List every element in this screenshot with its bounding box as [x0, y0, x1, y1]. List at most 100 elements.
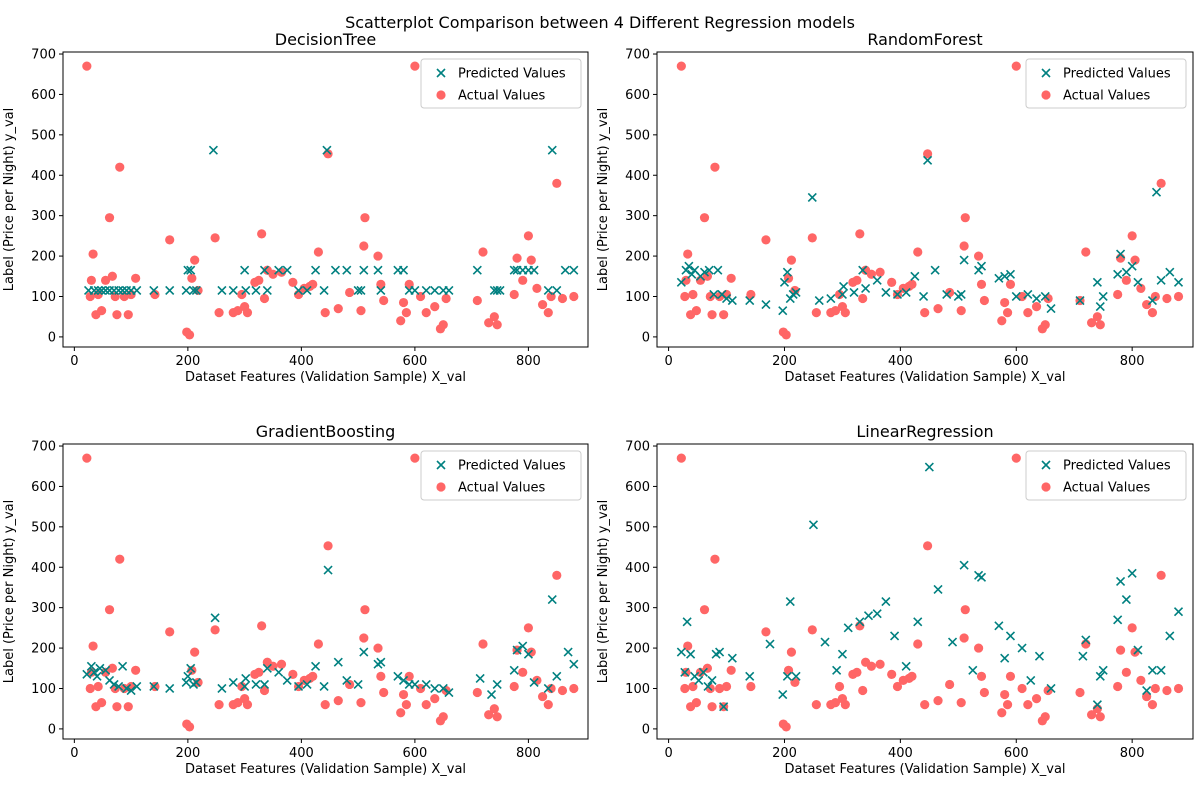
actual-point: [257, 229, 267, 239]
predicted-point: [933, 584, 943, 595]
legend-marker-predicted: [1041, 68, 1051, 78]
predicted-point: [118, 285, 128, 295]
predicted-point: [342, 265, 352, 275]
actual-point: [1130, 255, 1140, 265]
actual-point: [190, 255, 200, 265]
predicted-point: [719, 702, 729, 712]
actual-point: [1142, 691, 1152, 702]
predicted-point: [994, 273, 1004, 283]
figure-title: Scatterplot Comparison between 4 Differe…: [345, 13, 855, 32]
data-marks: [676, 61, 1184, 340]
data-marks: [676, 453, 1184, 732]
actual-point: [1136, 283, 1146, 294]
actual-point: [438, 712, 448, 722]
predicted-point: [947, 637, 958, 647]
predicted-point: [778, 689, 788, 700]
predicted-point: [492, 285, 502, 295]
y-tick-label: 100: [31, 290, 56, 305]
legend: Predicted Values Actual Values: [1025, 450, 1187, 501]
actual-point: [345, 287, 355, 298]
actual-point: [492, 320, 502, 330]
actual-point: [288, 277, 298, 287]
predicted-point: [240, 265, 250, 275]
actual-point: [960, 605, 970, 615]
predicted-point: [274, 667, 284, 677]
data-marks: [82, 453, 579, 732]
predicted-point: [114, 285, 124, 295]
predicted-point: [1098, 291, 1108, 302]
predicted-point: [1147, 665, 1158, 675]
y-tick-label: 100: [625, 290, 650, 305]
x-tick-label: 800: [1120, 746, 1145, 761]
x-tick-label: 600: [1004, 746, 1029, 761]
predicted-point: [959, 255, 969, 265]
predicted-point: [721, 293, 732, 304]
actual-point: [356, 306, 366, 316]
predicted-point: [1147, 295, 1158, 306]
predicted-point: [444, 687, 454, 698]
predicted-point: [1127, 261, 1137, 271]
predicted-point: [923, 155, 933, 165]
actual-point: [1002, 308, 1013, 318]
predicted-point: [682, 617, 692, 627]
actual-point: [131, 273, 141, 283]
predicted-point: [421, 679, 431, 690]
predicted-point: [353, 679, 363, 690]
predicted-point: [323, 565, 333, 575]
actual-point: [683, 249, 693, 259]
actual-point: [1040, 712, 1050, 722]
predicted-point: [681, 265, 691, 275]
predicted-point: [1017, 643, 1027, 653]
y-tick-label: 300: [31, 601, 56, 616]
y-tick-label: 0: [642, 722, 650, 737]
predicted-point: [241, 673, 251, 683]
actual-point: [233, 306, 243, 316]
predicted-point: [552, 671, 562, 681]
actual-point: [107, 271, 117, 281]
predicted-point: [1078, 651, 1088, 661]
predicted-point: [259, 679, 270, 690]
x-axis-label: Dataset Features (Validation Sample) X_v…: [784, 370, 1065, 385]
actual-point: [933, 696, 943, 706]
predicted-point: [89, 667, 99, 677]
actual-point: [86, 667, 96, 677]
actual-point: [131, 665, 141, 675]
predicted-point: [563, 647, 573, 657]
predicted-point: [814, 295, 824, 306]
predicted-point: [807, 192, 817, 203]
predicted-point: [976, 572, 987, 582]
predicted-point: [311, 661, 321, 671]
predicted-point: [1011, 291, 1021, 302]
y-tick-label: 400: [31, 169, 56, 184]
actual-point: [398, 689, 409, 700]
actual-point: [1147, 308, 1158, 318]
predicted-point: [676, 277, 686, 287]
predicted-point: [1075, 295, 1085, 306]
actual-point: [1081, 247, 1091, 257]
actual-point: [214, 308, 224, 318]
predicted-point: [942, 289, 952, 300]
y-tick-label: 700: [31, 440, 56, 455]
actual-point: [100, 275, 111, 285]
predicted-point: [282, 675, 292, 685]
actual-point: [193, 285, 203, 296]
actual-point: [107, 663, 117, 673]
predicted-point: [858, 265, 868, 275]
predicted-point: [132, 681, 142, 692]
actual-point: [746, 681, 756, 692]
axes-frame: [656, 443, 1194, 740]
legend-marker-actual: [1041, 90, 1051, 100]
actual-point: [489, 312, 499, 322]
legend-label-actual: Actual Values: [1063, 89, 1151, 104]
predicted-point: [976, 261, 987, 271]
predicted-point: [569, 265, 579, 275]
actual-point: [945, 679, 955, 690]
predicted-point: [97, 285, 107, 295]
predicted-point: [259, 265, 270, 275]
actual-point: [1023, 700, 1033, 710]
actual-point: [376, 279, 386, 289]
predicted-point: [1116, 576, 1126, 586]
predicted-point: [322, 145, 332, 155]
actual-point: [1113, 681, 1123, 692]
predicted-point: [901, 287, 911, 298]
